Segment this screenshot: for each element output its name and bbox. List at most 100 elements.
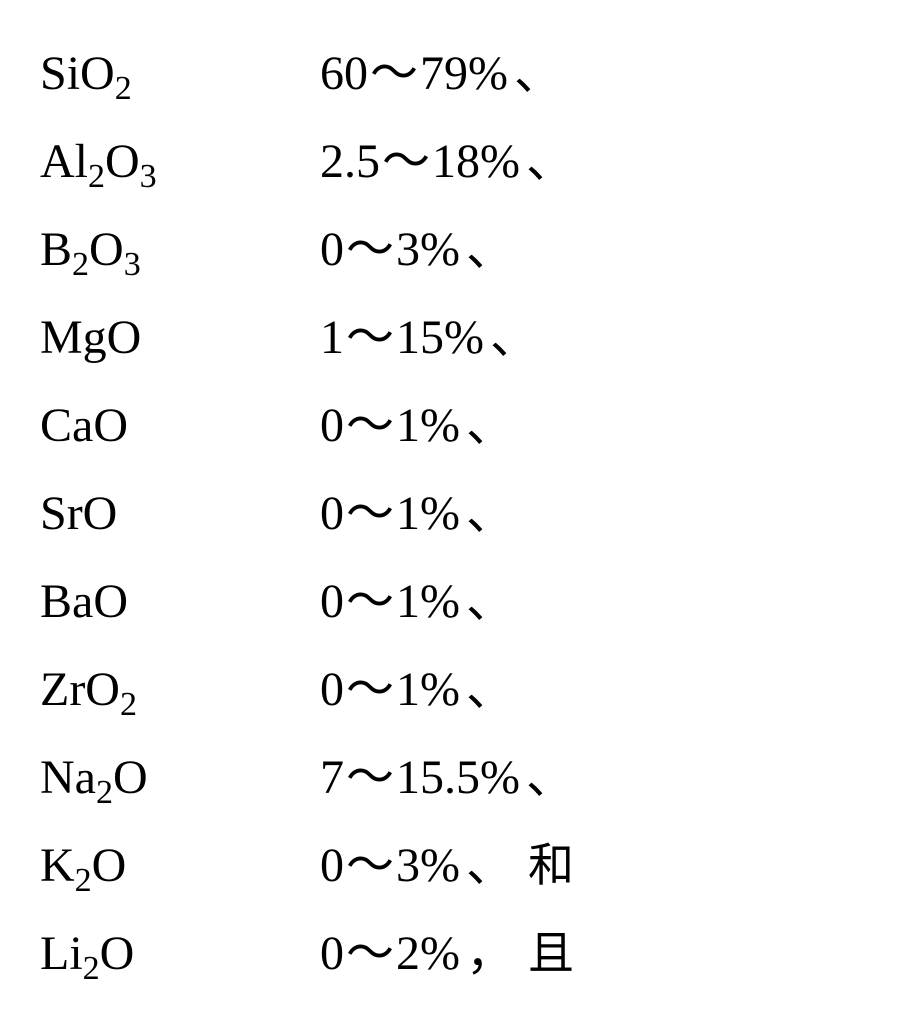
composition-row: ZrO20～1%、	[40, 646, 870, 734]
compound-subscript: 2	[83, 925, 100, 1013]
range-unit: %	[420, 822, 460, 910]
range-high: 1	[396, 558, 420, 646]
range-suffix: 、	[466, 822, 514, 910]
compound-base: CaO	[40, 382, 128, 470]
compound-base: B	[40, 206, 72, 294]
range-low: 0	[320, 206, 344, 294]
range-high: 2	[396, 910, 420, 998]
range-value: 0～1%、	[320, 646, 514, 734]
compound-base: ZrO	[40, 646, 120, 734]
range-low: 1	[320, 294, 344, 382]
range-tilde: ～	[346, 734, 394, 822]
range-suffix: 、	[526, 118, 574, 206]
range-high: 1	[396, 646, 420, 734]
range-unit: %	[468, 30, 508, 118]
range-tilde: ～	[346, 206, 394, 294]
range-suffix: 、	[466, 558, 514, 646]
compound-formula: ZrO2	[40, 646, 320, 739]
range-unit: %	[480, 118, 520, 206]
range-tilde: ～	[382, 118, 430, 206]
range-tilde: ～	[346, 470, 394, 558]
range-suffix: 、	[466, 470, 514, 558]
range-unit: %	[420, 470, 460, 558]
range-tilde: ～	[346, 382, 394, 470]
compound-formula: B2O3	[40, 206, 320, 299]
range-low: 60	[320, 30, 368, 118]
range-value: 0～1%、	[320, 558, 514, 646]
range-value: 0～1%、	[320, 470, 514, 558]
range-tilde: ～	[346, 910, 394, 998]
range-tilde: ～	[346, 822, 394, 910]
range-value: 60～79%、	[320, 30, 562, 118]
range-high: 18	[432, 118, 480, 206]
compound-subscript: 2	[120, 661, 137, 749]
compound-base: Al	[40, 118, 88, 206]
range-unit: %	[444, 294, 484, 382]
trailing-text: 和	[528, 822, 574, 910]
range-unit: %	[420, 910, 460, 998]
range-suffix: 、	[526, 734, 574, 822]
composition-row: K2O0～3%、和	[40, 822, 870, 910]
compound-base: SiO	[40, 30, 115, 118]
range-high: 15.5	[396, 734, 480, 822]
composition-row: MgO1～15%、	[40, 294, 870, 382]
range-suffix: 、	[466, 646, 514, 734]
range-unit: %	[420, 206, 460, 294]
compound-formula: SiO2	[40, 30, 320, 123]
composition-table: SiO260～79%、Al2O32.5～18%、B2O30～3%、MgO1～15…	[40, 30, 870, 998]
compound-base: SrO	[40, 470, 117, 558]
compound-formula: K2O	[40, 822, 320, 915]
range-low: 7	[320, 734, 344, 822]
compound-base: BaO	[40, 558, 128, 646]
range-low: 2.5	[320, 118, 380, 206]
range-low: 0	[320, 382, 344, 470]
composition-row: B2O30～3%、	[40, 206, 870, 294]
range-value: 0～3%、	[320, 206, 514, 294]
compound-subscript2: 3	[124, 221, 141, 309]
compound-subscript: 2	[72, 221, 89, 309]
range-value: 0～1%、	[320, 382, 514, 470]
range-value: 0～3%、和	[320, 822, 574, 910]
range-low: 0	[320, 910, 344, 998]
range-high: 79	[420, 30, 468, 118]
range-value: 7～15.5%、	[320, 734, 574, 822]
compound-subscript: 2	[96, 749, 113, 837]
composition-row: Na2O7～15.5%、	[40, 734, 870, 822]
compound-subscript: 2	[75, 837, 92, 925]
compound-subscript: 2	[115, 45, 132, 133]
range-low: 0	[320, 470, 344, 558]
composition-row: CaO 0～1%、	[40, 382, 870, 470]
range-low: 0	[320, 558, 344, 646]
range-suffix: 、	[466, 382, 514, 470]
range-suffix: ，	[466, 910, 514, 998]
range-tilde: ～	[346, 558, 394, 646]
compound-formula: Al2O3	[40, 118, 320, 211]
composition-row: Al2O32.5～18%、	[40, 118, 870, 206]
composition-row: SrO 0～1%、	[40, 470, 870, 558]
trailing-text: 且	[528, 910, 574, 998]
range-high: 1	[396, 382, 420, 470]
range-tilde: ～	[370, 30, 418, 118]
composition-row: Li2O0～2%，且	[40, 910, 870, 998]
compound-base: Na	[40, 734, 96, 822]
range-suffix: 、	[490, 294, 538, 382]
range-high: 3	[396, 206, 420, 294]
compound-subscript2: 3	[140, 133, 157, 221]
compound-formula: CaO	[40, 382, 320, 470]
range-suffix: 、	[514, 30, 562, 118]
range-high: 15	[396, 294, 444, 382]
composition-row: BaO 0～1%、	[40, 558, 870, 646]
range-low: 0	[320, 822, 344, 910]
composition-row: SiO260～79%、	[40, 30, 870, 118]
range-unit: %	[420, 382, 460, 470]
range-low: 0	[320, 646, 344, 734]
range-value: 0～2%，且	[320, 910, 574, 998]
range-unit: %	[480, 734, 520, 822]
compound-base: K	[40, 822, 75, 910]
compound-formula: Na2O	[40, 734, 320, 827]
range-unit: %	[420, 646, 460, 734]
range-high: 3	[396, 822, 420, 910]
compound-subscript: 2	[88, 133, 105, 221]
compound-base2: O	[100, 910, 135, 998]
range-unit: %	[420, 558, 460, 646]
